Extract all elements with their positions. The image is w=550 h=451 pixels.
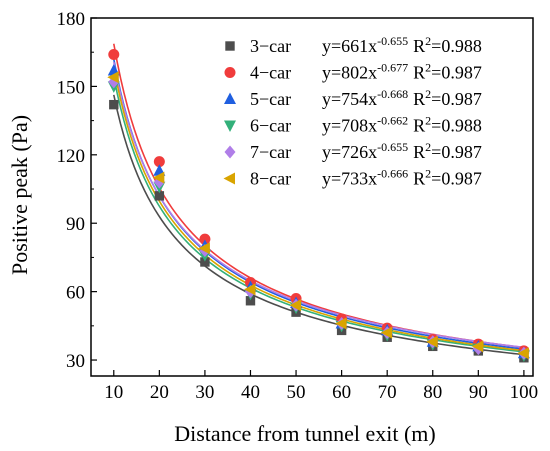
x-tick-label: 100 [510,382,539,403]
fit-curve [112,76,524,353]
plot-frame [90,17,534,377]
data-point [107,71,119,84]
fit-curve [112,61,524,349]
data-point [245,296,256,306]
data-point [153,156,165,168]
legend-label: 6−car [250,116,291,136]
data-point [152,171,165,184]
legend-marker [224,67,236,78]
data-point [289,299,302,312]
data-point [471,340,484,353]
x-tick-label: 10 [104,382,123,403]
x-tick-label: 20 [150,382,169,403]
data-point [426,335,438,348]
x-axis-title: Distance from tunnel exit (m) [174,421,435,446]
legend-marker [223,172,235,185]
x-tick-label: 80 [423,382,442,403]
x-tick-label: 50 [287,382,306,403]
legend-label: 7−car [250,142,291,162]
legend-equation: y=726x-0.655 R2=0.987 [322,140,482,162]
axes: 10 20 30 40 50 60 70 80 90 100 30 60 90 120 150 180 [57,9,539,403]
y-tick-label: 120 [57,146,86,167]
y-tick-label: 60 [66,283,85,304]
legend-label: 8−car [250,169,291,189]
data-point [380,326,393,339]
x-tick-label: 60 [332,382,351,403]
fit-curve [112,67,524,352]
data-points [107,48,530,363]
x-tick-label: 70 [378,382,397,403]
fit-curves [112,43,524,356]
legend-label: 5−car [250,89,291,109]
y-tick-label: 180 [57,9,86,30]
legend-equation: y=802x-0.677 R2=0.987 [322,61,482,83]
data-point [200,257,210,267]
x-tick-label: 30 [195,382,214,403]
data-point [335,317,347,330]
legend-marker [225,41,235,51]
x-tick-label: 90 [469,382,488,403]
y-tick-label: 90 [66,214,85,235]
fit-curve [112,94,524,356]
data-point [154,191,165,201]
legend-equation: y=661x-0.655 R2=0.988 [322,34,482,56]
y-tick-label: 150 [57,77,86,98]
legend-marker [224,120,236,132]
x-tick-label: 40 [241,382,260,403]
legend-label: 4−car [250,63,291,83]
legend-equation: y=733x-0.666 R2=0.987 [322,167,482,189]
data-point [108,48,120,60]
data-point [517,347,529,360]
y-axis-title: Positive peak (Pa) [7,115,32,275]
legend-equation: y=754x-0.668 R2=0.987 [322,87,482,109]
data-point [198,242,210,255]
legend-label: 3−car [250,36,291,56]
legend-equation: y=708x-0.662 R2=0.988 [322,114,482,136]
data-point [199,233,211,245]
data-point [109,99,119,110]
legend-marker [224,145,236,159]
legend: 3−car y=661x-0.655 R2=0.988 4−car y=802x-0.6… [223,34,482,189]
legend-marker [224,92,236,104]
y-tick-label: 30 [66,351,85,372]
data-point [243,283,256,296]
